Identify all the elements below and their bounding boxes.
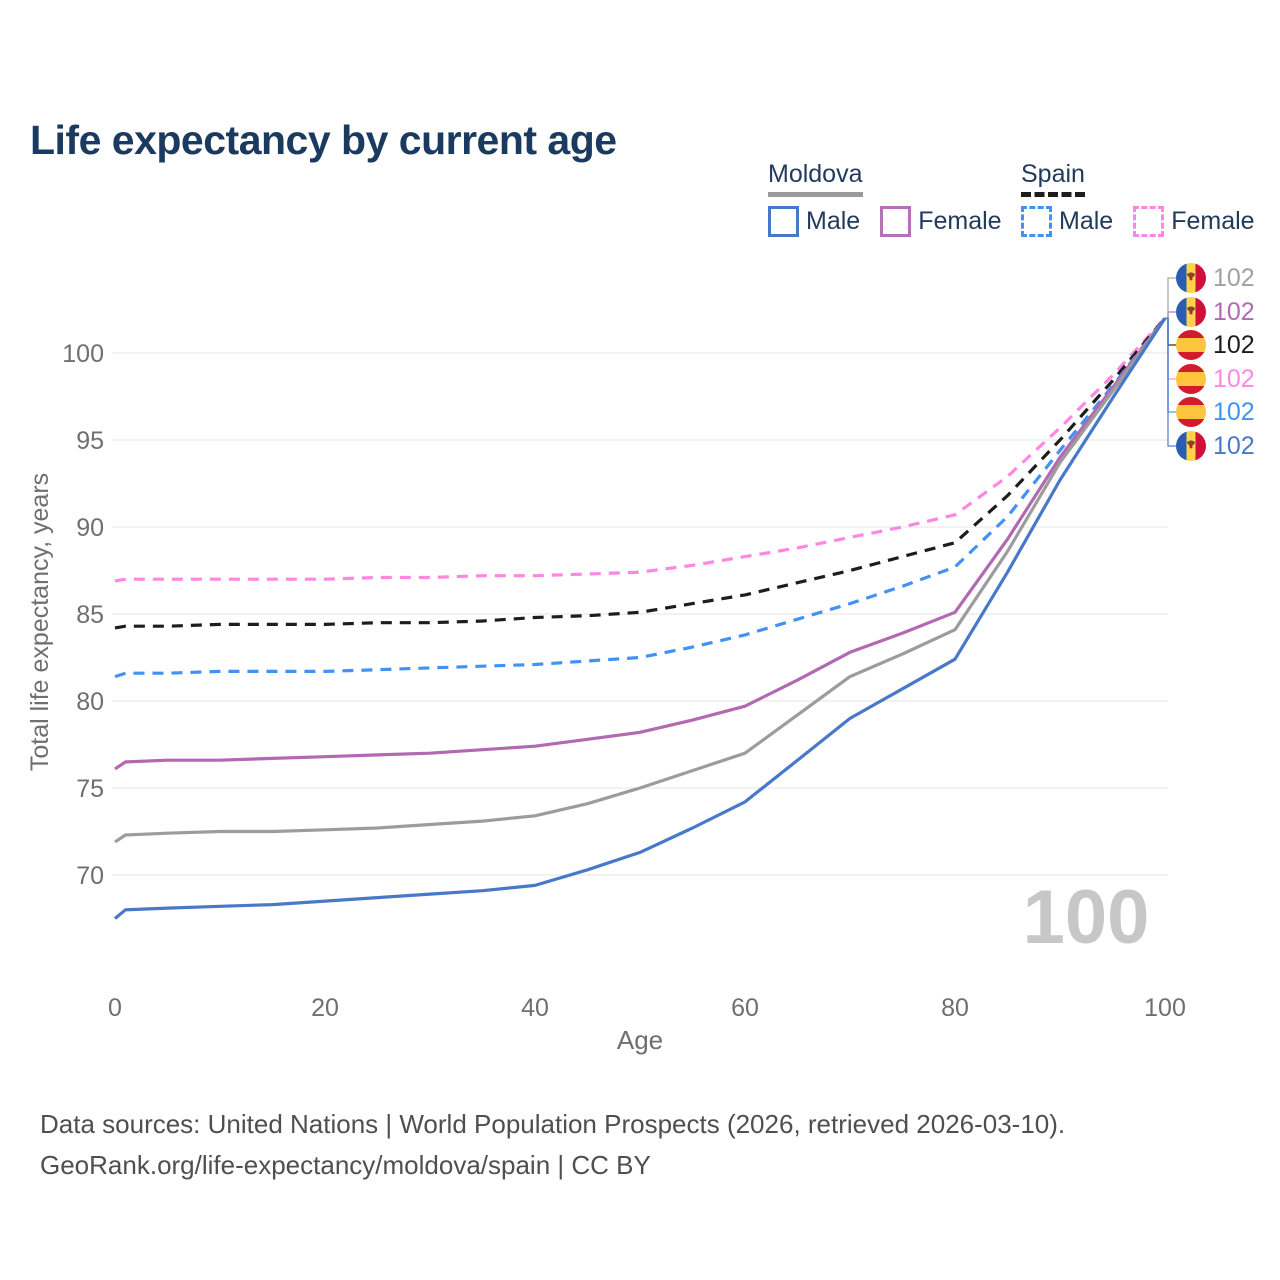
end-label-row-moldova_both: 102 (1176, 263, 1255, 293)
moldova-flag-icon (1176, 297, 1206, 327)
y-tick-label: 75 (76, 775, 104, 803)
end-label-value: 102 (1213, 398, 1255, 426)
legend-item-label: Male (1059, 207, 1114, 235)
x-axis-title: Age (617, 1025, 663, 1055)
leader-line-moldova_male (1165, 317, 1176, 447)
footer: Data sources: United Nations | World Pop… (40, 1104, 1065, 1186)
legend-swatch-icon (1021, 206, 1052, 237)
legend-item-label: Female (1171, 207, 1255, 235)
y-tick-label: 95 (76, 427, 104, 455)
spain-flag-icon (1176, 330, 1206, 360)
end-label-value: 102 (1213, 432, 1255, 460)
end-label-value: 102 (1213, 264, 1255, 292)
legend-swatch-icon (1133, 206, 1165, 237)
legend-group-moldova: Moldova Male Female (768, 160, 1002, 237)
legend-item-label: Male (806, 207, 861, 235)
legend-swatch-icon (768, 206, 799, 237)
end-label-value: 102 (1213, 365, 1255, 393)
x-tick-label: 100 (1144, 994, 1186, 1022)
x-tick-label: 0 (108, 994, 122, 1022)
legend-items: Male Female (768, 206, 1002, 237)
series-line-spain_both[interactable] (114, 317, 1167, 630)
leader-line-spain_male (1165, 317, 1176, 413)
series-lines (113, 317, 1167, 920)
y-tick-label: 70 (76, 862, 104, 890)
series-line-spain_male[interactable] (114, 317, 1167, 679)
legend-item-label: Female (918, 207, 1002, 235)
gridlines (112, 352, 1168, 876)
end-label-row-spain_female: 102 (1176, 364, 1255, 394)
legend-item-moldova-female[interactable]: Female (880, 206, 1002, 237)
leader-line-moldova_female (1165, 311, 1176, 319)
end-label-row-spain_both: 102 (1176, 330, 1255, 360)
moldova-flag-icon (1176, 431, 1206, 461)
footer-attribution: GeoRank.org/life-expectancy/moldova/spai… (40, 1150, 651, 1180)
legend-items: Male Female (1021, 206, 1255, 237)
end-label-row-moldova_male: 102 (1176, 431, 1255, 461)
series-line-moldova_female[interactable] (114, 317, 1167, 771)
legend-item-spain-male[interactable]: Male (1021, 206, 1113, 237)
x-tick-label: 20 (311, 994, 339, 1022)
leader-line-spain_both (1165, 317, 1176, 346)
moldova-flag-icon (1176, 263, 1206, 293)
y-tick-label: 85 (76, 601, 104, 629)
x-tick-label: 80 (941, 994, 969, 1022)
series-line-moldova_both[interactable] (114, 317, 1167, 844)
series-line-spain_female[interactable] (114, 317, 1167, 583)
end-label-row-spain_male: 102 (1176, 397, 1255, 427)
x-tick-label: 60 (731, 994, 759, 1022)
end-label-value: 102 (1213, 298, 1255, 326)
x-tick-label: 40 (521, 994, 549, 1022)
series-line-moldova_male[interactable] (113, 317, 1167, 920)
legend-item-spain-female[interactable]: Female (1133, 206, 1255, 237)
page-title: Life expectancy by current age (30, 117, 617, 164)
legend-group-spain: Spain Male Female (1021, 160, 1255, 237)
end-label-value: 102 (1213, 331, 1255, 359)
x-axis: 0 20 40 60 80 100 Age (108, 994, 1186, 1055)
legend-item-moldova-male[interactable]: Male (768, 206, 860, 237)
y-axis-title: Total life expectancy, years (26, 473, 54, 771)
end-label-row-moldova_female: 102 (1176, 297, 1255, 327)
spain-flag-icon (1176, 397, 1206, 427)
legend-group-title-moldova[interactable]: Moldova (768, 160, 863, 197)
y-tick-label: 100 (62, 340, 104, 368)
leader-line-spain_female (1165, 317, 1176, 380)
y-axis: 70 75 80 85 90 95 100 Total life expectancy, ye… (26, 340, 104, 890)
y-tick-label: 80 (76, 688, 104, 716)
footer-data-sources: Data sources: United Nations | World Pop… (40, 1109, 1066, 1139)
age-counter-watermark: 100 (1023, 875, 1150, 960)
spain-flag-icon (1176, 364, 1206, 394)
y-tick-label: 90 (76, 514, 104, 542)
leader-lines (1165, 277, 1176, 447)
legend-swatch-icon (880, 206, 912, 237)
legend-group-title-spain[interactable]: Spain (1021, 160, 1085, 197)
